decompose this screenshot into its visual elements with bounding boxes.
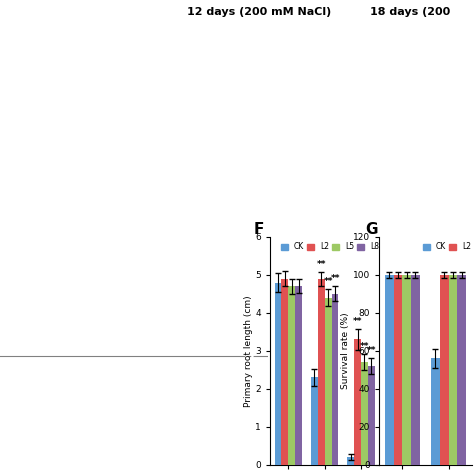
Bar xyxy=(332,294,338,465)
Bar xyxy=(448,275,457,465)
Text: **: ** xyxy=(317,260,326,269)
Bar xyxy=(393,275,402,465)
Bar xyxy=(457,275,466,465)
Y-axis label: Primary root length (cm): Primary root length (cm) xyxy=(244,295,253,407)
Text: 18 days (200: 18 days (200 xyxy=(370,7,450,17)
Bar xyxy=(274,283,282,465)
Text: **: ** xyxy=(330,274,340,283)
Bar xyxy=(295,286,302,465)
Bar xyxy=(368,366,375,465)
Bar xyxy=(354,339,361,465)
Bar xyxy=(361,362,368,465)
Y-axis label: Survival rate (%): Survival rate (%) xyxy=(341,312,350,389)
Text: A: A xyxy=(245,244,255,257)
Text: 12 days (200 mM NaCl): 12 days (200 mM NaCl) xyxy=(187,7,332,17)
Text: NaCl: NaCl xyxy=(147,450,170,460)
Bar xyxy=(318,279,325,465)
Text: F: F xyxy=(254,222,264,237)
Bar xyxy=(325,298,332,465)
Text: **: ** xyxy=(360,342,369,351)
Legend: CK, L2: CK, L2 xyxy=(421,241,473,253)
Bar xyxy=(311,377,318,465)
Text: **: ** xyxy=(353,317,362,326)
Bar xyxy=(440,275,448,465)
Text: NaCl: NaCl xyxy=(147,410,170,420)
Bar xyxy=(282,279,288,465)
Text: mM NaCl): mM NaCl) xyxy=(5,7,62,17)
Text: D: D xyxy=(244,351,255,364)
Legend: CK, L2, L5, L8: CK, L2, L5, L8 xyxy=(279,241,381,253)
Bar xyxy=(411,275,420,465)
Text: **: ** xyxy=(366,346,376,355)
Bar xyxy=(347,457,354,465)
Bar xyxy=(402,275,411,465)
Bar xyxy=(288,286,295,465)
Bar xyxy=(431,358,440,465)
Text: **: ** xyxy=(323,277,333,286)
Text: G: G xyxy=(365,222,378,237)
Bar xyxy=(385,275,393,465)
